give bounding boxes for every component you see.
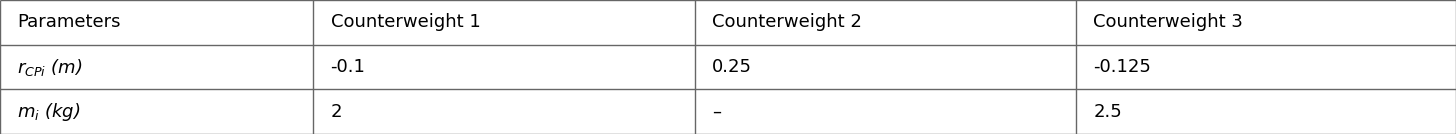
Text: Counterweight 1: Counterweight 1 [331, 13, 480, 31]
Text: –: – [712, 103, 721, 121]
Text: 2.5: 2.5 [1093, 103, 1123, 121]
Text: -0.1: -0.1 [331, 58, 365, 76]
Text: Counterweight 2: Counterweight 2 [712, 13, 862, 31]
Text: -0.125: -0.125 [1093, 58, 1152, 76]
Text: Counterweight 3: Counterweight 3 [1093, 13, 1243, 31]
Text: 2: 2 [331, 103, 342, 121]
Text: 0.25: 0.25 [712, 58, 751, 76]
Text: $m_i$ (kg): $m_i$ (kg) [17, 101, 80, 123]
Text: $r_{CPi}$ (m): $r_{CPi}$ (m) [17, 57, 83, 77]
Text: Parameters: Parameters [17, 13, 121, 31]
